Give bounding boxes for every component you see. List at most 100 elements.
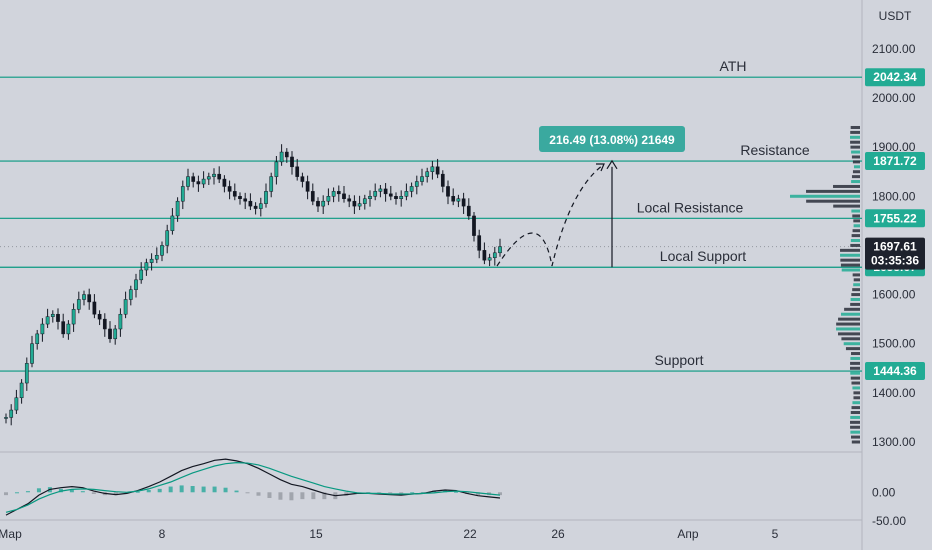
histogram-bar [256, 492, 261, 496]
histogram-bar [91, 492, 96, 494]
candle-body [9, 409, 14, 418]
volume-profile-bar [840, 253, 860, 257]
candle-body [394, 196, 398, 199]
candle-body [274, 161, 279, 177]
volume-profile-bar [851, 406, 860, 410]
volume-profile-bar [852, 273, 860, 277]
measure-label: 216.49 (13.08%) 21649 [549, 133, 675, 147]
candle-body [154, 255, 159, 260]
histogram-bar [157, 488, 162, 493]
histogram-bar [322, 492, 327, 500]
candle-body [326, 196, 331, 202]
level-label: Local Support [660, 248, 747, 264]
candle-body [76, 299, 81, 310]
level-label: ATH [720, 58, 747, 74]
volume-profile-bar [840, 263, 860, 267]
candle-body [149, 258, 154, 263]
y-tick-label: 1400.00 [872, 386, 916, 400]
candle-body [383, 188, 388, 195]
price-tag-label: 2042.34 [873, 70, 917, 84]
indicator-y-tick: -50.00 [872, 514, 906, 528]
histogram-bar [300, 492, 305, 500]
volume-profile-bar [840, 248, 860, 252]
candle-body [196, 181, 201, 185]
candle-body [342, 193, 346, 199]
candle-body [232, 191, 237, 197]
volume-profile-bar [853, 391, 860, 395]
candle-body [123, 299, 128, 315]
candle-body [420, 176, 424, 182]
candle-body [336, 191, 341, 195]
volume-profile-bar [833, 184, 860, 188]
volume-profile-bar [851, 440, 860, 444]
candle-body [368, 196, 372, 199]
candle-body [227, 186, 232, 192]
volume-profile-bar [851, 352, 860, 356]
countdown-label: 03:35:36 [871, 254, 919, 268]
candle-body [118, 313, 123, 330]
histogram-bar [399, 492, 404, 494]
volume-profile-bar [850, 420, 860, 424]
candle-body [498, 246, 502, 254]
volume-profile-bar [843, 342, 860, 346]
volume-profile-bar [851, 293, 860, 297]
candle-body [362, 198, 367, 204]
candle-body [295, 166, 300, 177]
candle-body [40, 323, 45, 335]
level-label: Resistance [740, 142, 809, 158]
candle-body [347, 198, 352, 202]
histogram-bar [289, 492, 294, 501]
candle-body [264, 191, 268, 204]
level-label: Local Resistance [637, 199, 744, 215]
candle-body [482, 250, 487, 261]
y-tick-label: 1600.00 [872, 288, 916, 302]
volume-profile-bar [850, 425, 860, 429]
volume-profile-bar [852, 401, 860, 405]
histogram-bar [388, 492, 393, 494]
candle-body [269, 176, 274, 192]
candle-body [56, 313, 60, 322]
candle-body [284, 151, 289, 158]
histogram-bar [311, 492, 316, 500]
candle-body [180, 186, 185, 202]
volume-profile-bar [853, 396, 860, 400]
volume-profile-bar [844, 307, 860, 311]
volume-profile-bar [853, 165, 860, 169]
candle-body [316, 200, 320, 207]
y-tick-label: 1300.00 [872, 435, 916, 449]
volume-profile-bar [840, 258, 860, 262]
candle-body [331, 191, 336, 197]
y-tick-label: 2000.00 [872, 91, 916, 105]
candle-body [477, 235, 482, 251]
candle-body [19, 382, 24, 399]
candle-body [134, 279, 138, 290]
volume-profile-bar [852, 170, 860, 174]
price-tag-label: 1871.72 [873, 154, 917, 168]
volume-profile-bar [851, 234, 860, 238]
histogram-bar [14, 492, 19, 494]
x-tick-label: 26 [551, 527, 565, 541]
candle-body [388, 193, 393, 197]
candle-body [191, 176, 196, 182]
candle-body [35, 333, 40, 344]
candle-body [430, 166, 435, 172]
candle-body [321, 200, 326, 207]
candle-body [253, 205, 258, 209]
volume-profile-bar [841, 337, 860, 341]
histogram-bar [146, 490, 151, 493]
volume-profile-bar [852, 386, 860, 390]
candle-body [461, 198, 466, 207]
histogram-bar [190, 486, 195, 493]
candle-body [206, 176, 211, 180]
volume-profile-bar [851, 175, 860, 179]
y-tick-label: 1500.00 [872, 337, 916, 351]
candle-body [92, 301, 97, 315]
volume-profile-bar [853, 283, 860, 287]
volume-profile-bar [838, 317, 860, 321]
candle-body [487, 257, 492, 261]
volume-profile-bar [850, 361, 860, 365]
histogram-bar [4, 492, 8, 496]
